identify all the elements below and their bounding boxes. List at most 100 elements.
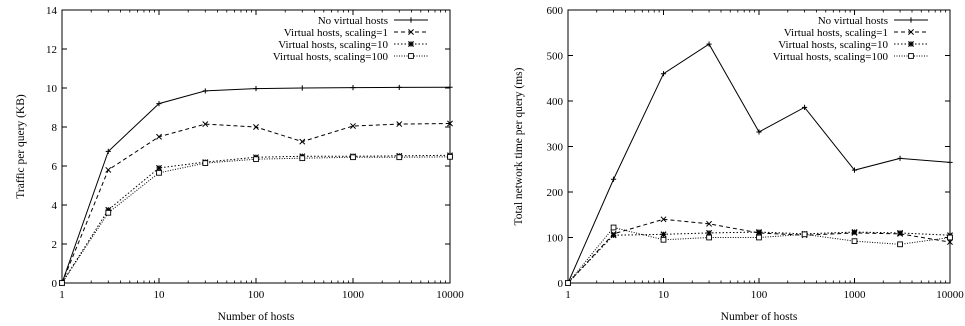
plus-marker xyxy=(253,85,259,92)
y-tick-label: 2 xyxy=(52,239,58,251)
series-4: Virtual hosts, scaling=100 xyxy=(59,51,453,286)
series-2: Virtual hosts, scaling=1 xyxy=(565,27,953,286)
x-tick-label: 1000 xyxy=(342,289,365,301)
cross-marker xyxy=(156,133,162,140)
y-tick-label: 8 xyxy=(52,122,58,134)
y-tick-label: 14 xyxy=(46,5,58,17)
plus-marker xyxy=(299,85,305,91)
cross-marker xyxy=(396,121,403,128)
plus-marker xyxy=(801,104,808,110)
legend-label: Virtual hosts, scaling=1 xyxy=(784,27,888,39)
x-tick-label: 1000 xyxy=(844,289,867,301)
star-marker xyxy=(706,229,713,236)
x-tick-label: 10000 xyxy=(936,289,964,301)
y-tick-label: 6 xyxy=(52,161,58,173)
x-axis-label: Number of hosts xyxy=(721,311,798,323)
plus-marker xyxy=(105,148,111,154)
x-tick-label: 1 xyxy=(59,289,65,301)
cross-marker xyxy=(408,29,414,35)
plus-marker xyxy=(396,84,402,91)
legend-label: No virtual hosts xyxy=(818,15,888,27)
square-marker xyxy=(299,155,306,162)
square-marker xyxy=(156,169,162,176)
y-axis-label: Traffic per query (KB) xyxy=(15,94,27,199)
x-tick-label: 100 xyxy=(751,289,768,301)
square-marker xyxy=(408,53,414,59)
legend-label: No virtual hosts xyxy=(318,15,388,27)
x-axis-label: Number of hosts xyxy=(218,311,295,323)
y-tick-label: 0 xyxy=(558,278,564,290)
series-4: Virtual hosts, scaling=100 xyxy=(565,51,953,286)
star-marker xyxy=(897,229,904,236)
series-line xyxy=(567,218,951,284)
legend-label: Virtual hosts, scaling=100 xyxy=(273,51,389,63)
y-tick-label: 0 xyxy=(52,278,58,290)
cross-marker xyxy=(660,216,667,223)
square-marker xyxy=(897,241,903,248)
x-tick-label: 100 xyxy=(248,289,265,301)
cross-marker xyxy=(105,166,112,173)
plot-frame xyxy=(567,9,951,284)
y-tick-label: 100 xyxy=(547,233,564,245)
plus-marker xyxy=(908,17,914,23)
y-axis-label: Total network time per query (ms) xyxy=(513,67,525,225)
star-marker xyxy=(610,232,617,239)
star-marker xyxy=(660,231,667,238)
plus-marker xyxy=(851,167,858,173)
plus-marker xyxy=(756,129,762,135)
square-marker xyxy=(660,236,667,243)
chart-2: 0 100 200 300 400 500 600 1 10 100 1000 10000 Number… xyxy=(513,5,964,323)
plus-marker xyxy=(947,159,953,166)
cross-marker xyxy=(350,123,356,129)
square-marker xyxy=(947,234,953,241)
plus-marker xyxy=(350,85,356,91)
star-marker xyxy=(851,229,858,236)
cross-marker xyxy=(908,29,914,35)
series-2: Virtual hosts, scaling=1 xyxy=(59,27,453,286)
star-marker xyxy=(105,206,112,213)
y-tick-label: 600 xyxy=(547,5,564,17)
y-tick-label: 400 xyxy=(547,96,564,108)
series-1: No virtual hosts xyxy=(565,15,953,286)
cross-marker xyxy=(447,120,453,127)
star-marker xyxy=(155,164,163,171)
x-tick-label: 10 xyxy=(658,289,670,301)
series-1: No virtual hosts xyxy=(59,15,453,286)
series-line xyxy=(61,122,451,284)
series-line xyxy=(61,154,451,284)
square-marker xyxy=(253,156,259,163)
star-marker xyxy=(907,40,915,48)
square-marker xyxy=(396,154,403,161)
plus-marker xyxy=(202,88,208,94)
y-tick-label: 500 xyxy=(547,51,564,63)
series-line xyxy=(61,86,451,284)
cross-marker xyxy=(202,121,209,128)
plus-marker xyxy=(897,155,903,161)
series-line xyxy=(61,156,451,284)
square-marker xyxy=(350,154,356,161)
square-marker xyxy=(565,280,571,286)
chart-1: 0 2 4 6 8 10 12 14 1 10 100 1000 10000 Number of host… xyxy=(15,5,464,323)
legend-label: Virtual hosts, scaling=10 xyxy=(278,39,388,51)
square-marker xyxy=(801,231,808,238)
y-tick-label: 10 xyxy=(46,83,58,95)
series-3: Virtual hosts, scaling=10 xyxy=(58,39,454,287)
plot-frame xyxy=(61,9,451,284)
plus-marker xyxy=(156,101,162,107)
series-3: Virtual hosts, scaling=10 xyxy=(564,39,954,287)
y-tick-label: 300 xyxy=(547,142,564,154)
y-tick-label: 200 xyxy=(547,187,564,199)
plus-marker xyxy=(706,41,712,47)
square-marker xyxy=(447,153,453,160)
legend-label: Virtual hosts, scaling=10 xyxy=(778,39,888,51)
plus-marker xyxy=(660,71,667,77)
series-line xyxy=(567,43,951,284)
square-marker xyxy=(202,160,209,166)
legend-label: Virtual hosts, scaling=100 xyxy=(773,51,889,63)
star-marker xyxy=(407,40,415,48)
square-marker xyxy=(59,280,65,286)
cross-marker xyxy=(706,220,713,227)
square-marker xyxy=(756,234,762,241)
plus-marker xyxy=(408,17,414,23)
